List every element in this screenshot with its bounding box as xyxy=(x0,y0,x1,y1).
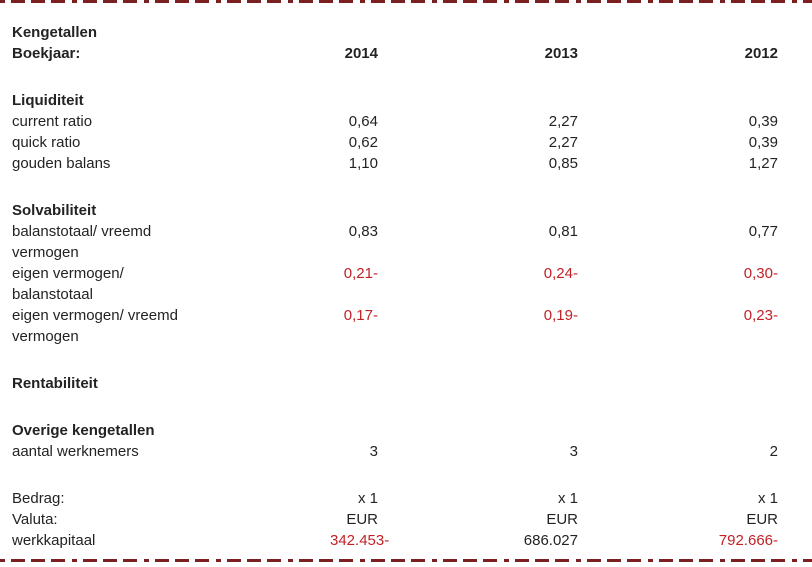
row-label: werkkapitaal xyxy=(12,532,96,549)
row-label: aantal werknemers xyxy=(12,443,139,460)
value-cell: 1,27 xyxy=(748,155,778,172)
row-label: eigen vermogen/ xyxy=(12,265,124,282)
table-row: balanstotaal/ vreemd vermogen 0,83 0,81 0,77 xyxy=(12,221,778,263)
row-label-line2: vermogen xyxy=(12,328,79,345)
row-label-cell: Bedrag: xyxy=(12,488,330,509)
row-label: eigen vermogen/ vreemd xyxy=(12,307,178,324)
row-label: Overige kengetallen xyxy=(12,422,155,439)
row-label-cell: Rentabiliteit xyxy=(12,373,330,394)
row-label-cell: Boekjaar: xyxy=(12,43,330,64)
value-cell: 0,83 xyxy=(348,223,378,240)
row-label-line2: balanstotaal xyxy=(12,286,93,303)
table-row: eigen vermogen/balanstotaal 0,21- 0,24- 0,3… xyxy=(12,263,778,305)
row-label-cell: Valuta: xyxy=(12,509,330,530)
value-cell: 0,24- xyxy=(543,265,578,282)
report-table: Kengetallen Boekjaar: 2014 2013 2012 Liquidit… xyxy=(12,22,778,551)
row-label-cell: Liquiditeit xyxy=(12,90,330,111)
row-label-cell: Solvabiliteit xyxy=(12,200,330,221)
table-row: quick ratio 0,62 2,27 0,39 xyxy=(12,132,778,153)
header-row: Boekjaar: 2014 2013 2012 xyxy=(12,43,778,64)
value-cell: 3 xyxy=(569,443,578,460)
row-label-cell: werkkapitaal xyxy=(12,530,330,551)
row-spacer xyxy=(12,394,778,420)
section-row: Overige kengetallen xyxy=(12,420,778,441)
row-label: Liquiditeit xyxy=(12,92,84,109)
value-cell: 0,39 xyxy=(748,113,778,130)
table-row: Valuta: EUR EUR EUR xyxy=(12,509,778,530)
section-row: Rentabiliteit xyxy=(12,373,778,394)
value-cell: 2,27 xyxy=(548,134,578,151)
value-cell: EUR xyxy=(746,511,778,528)
table-row: Bedrag: x 1 x 1 x 1 xyxy=(12,488,778,509)
value-cell: 0,81 xyxy=(548,223,578,240)
value-cell: 0,64 xyxy=(348,113,378,130)
row-label-cell: gouden balans xyxy=(12,153,330,174)
value-cell: 0,77 xyxy=(748,223,778,240)
table-row: gouden balans 1,10 0,85 1,27 xyxy=(12,153,778,174)
table-row: current ratio 0,64 2,27 0,39 xyxy=(12,111,778,132)
value-cell: 2 xyxy=(769,443,778,460)
year-header-cell: 2014 xyxy=(344,45,378,62)
value-cell: 792.666- xyxy=(718,532,778,549)
value-cell: 2,27 xyxy=(548,113,578,130)
value-cell: x 1 xyxy=(557,490,578,507)
cut-line-bottom xyxy=(0,559,812,562)
year-header-cell: 2013 xyxy=(544,45,578,62)
value-cell: x 1 xyxy=(757,490,778,507)
row-label-cell: eigen vermogen/balanstotaal xyxy=(12,263,330,305)
value-cell: 0,21- xyxy=(343,265,378,282)
row-label: Boekjaar: xyxy=(12,45,81,62)
row-label: current ratio xyxy=(12,113,93,130)
row-label-cell: aantal werknemers xyxy=(12,441,330,462)
row-label-cell: balanstotaal/ vreemd vermogen xyxy=(12,221,330,263)
value-cell: 0,17- xyxy=(343,307,378,324)
title-row: Kengetallen xyxy=(12,22,778,43)
row-label: Valuta: xyxy=(12,511,58,528)
row-label: Kengetallen xyxy=(12,24,98,41)
row-label-cell: eigen vermogen/ vreemd vermogen xyxy=(12,305,330,347)
table-row: werkkapitaal 342.453- 686.027 792.666- xyxy=(12,530,778,551)
row-label: gouden balans xyxy=(12,155,111,172)
row-label: Bedrag: xyxy=(12,490,65,507)
row-label-cell: quick ratio xyxy=(12,132,330,153)
value-cell: 1,10 xyxy=(348,155,378,172)
row-label: Rentabiliteit xyxy=(12,375,98,392)
row-spacer xyxy=(12,64,778,90)
table-row: eigen vermogen/ vreemd vermogen 0,17- 0,19-… xyxy=(12,305,778,347)
cut-line-top xyxy=(0,0,812,3)
value-cell: 0,19- xyxy=(543,307,578,324)
value-cell: 0,62 xyxy=(348,134,378,151)
value-cell: 686.027 xyxy=(523,532,578,549)
row-label-cell: Kengetallen xyxy=(12,22,330,43)
row-label-line2: vermogen xyxy=(12,244,79,261)
value-cell: 0,85 xyxy=(548,155,578,172)
row-label: quick ratio xyxy=(12,134,81,151)
year-header-cell: 2012 xyxy=(744,45,778,62)
value-cell: 3 xyxy=(369,443,378,460)
table-row: aantal werknemers 3 3 2 xyxy=(12,441,778,462)
section-row: Liquiditeit xyxy=(12,90,778,111)
value-cell: 0,23- xyxy=(743,307,778,324)
row-label: balanstotaal/ vreemd xyxy=(12,223,152,240)
value-cell: EUR xyxy=(346,511,378,528)
value-cell: EUR xyxy=(546,511,578,528)
value-cell: 342.453- xyxy=(330,532,390,549)
value-cell: 0,39 xyxy=(748,134,778,151)
value-cell: 0,30- xyxy=(743,265,778,282)
row-spacer xyxy=(12,347,778,373)
row-label-cell: current ratio xyxy=(12,111,330,132)
row-label-cell: Overige kengetallen xyxy=(12,420,330,441)
row-spacer xyxy=(12,462,778,488)
value-cell: x 1 xyxy=(357,490,378,507)
row-spacer xyxy=(12,174,778,200)
section-row: Solvabiliteit xyxy=(12,200,778,221)
row-label: Solvabiliteit xyxy=(12,202,97,219)
